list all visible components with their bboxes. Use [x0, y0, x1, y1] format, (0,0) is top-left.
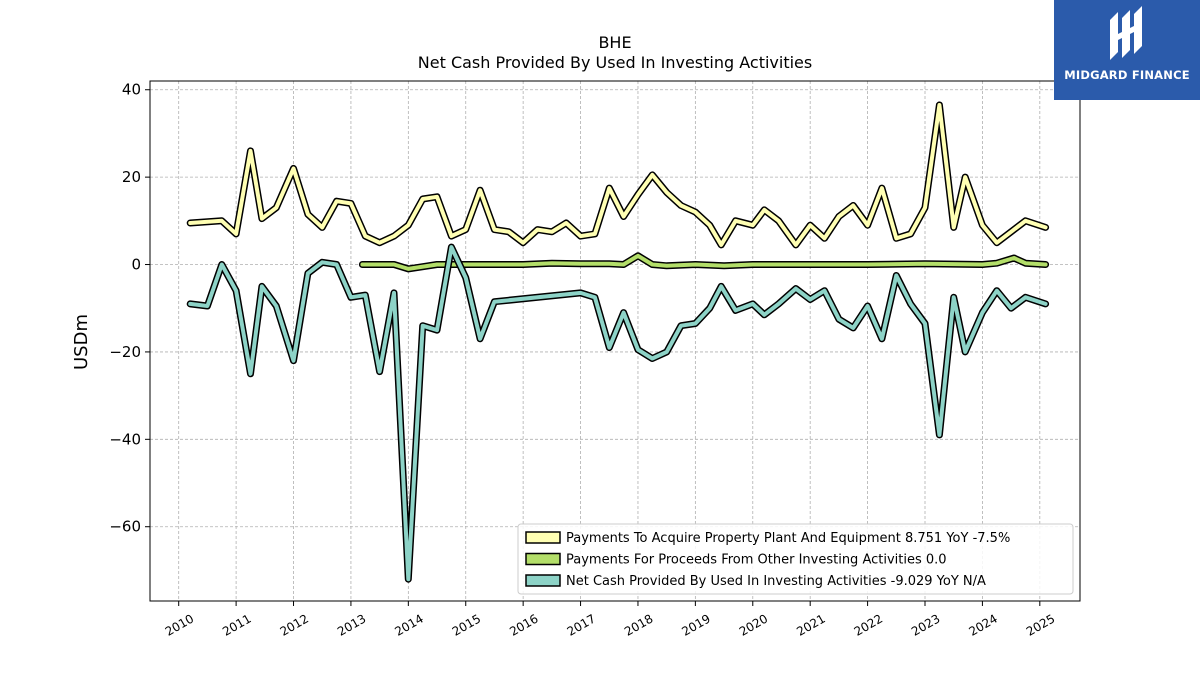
y-tick-label: −40 — [109, 430, 141, 448]
y-tick-label: −60 — [109, 518, 141, 536]
legend-box — [517, 523, 1074, 595]
series-2-line — [360, 253, 1048, 271]
x-tick-label: 2017 — [565, 611, 598, 638]
midgard-finance-logo: MIDGARD FINANCE — [1054, 0, 1200, 100]
y-tick-label: 40 — [122, 81, 141, 99]
x-tick-label: 2013 — [335, 611, 368, 638]
x-tick-label: 2010 — [163, 611, 196, 638]
x-tick-label: 2021 — [794, 611, 827, 638]
y-tick-label: 20 — [122, 168, 141, 186]
y-tick-label: 0 — [131, 256, 141, 274]
chart-title: BHE — [598, 33, 631, 52]
legend-entry: Payments To Acquire Property Plant And E… — [566, 531, 1010, 546]
legend-swatch — [525, 574, 561, 587]
series-3-line — [188, 245, 1048, 582]
chart-subtitle: Net Cash Provided By Used In Investing A… — [418, 53, 812, 72]
x-tick-label: 2012 — [278, 611, 311, 638]
x-tick-label: 2024 — [966, 611, 999, 638]
x-tick-label: 2011 — [220, 611, 253, 638]
x-tick-label: 2015 — [450, 611, 483, 638]
legend-entry: Net Cash Provided By Used In Investing A… — [566, 574, 986, 589]
legend-swatch — [525, 552, 561, 566]
series-layer — [186, 101, 1050, 583]
x-tick-label: 2023 — [909, 611, 942, 638]
x-tick-label: 2018 — [622, 611, 655, 638]
legend: Payments To Acquire Property Plant And E… — [517, 523, 1074, 595]
x-tick-label: 2025 — [1024, 611, 1057, 638]
y-axis-label: USDm — [71, 314, 92, 370]
legend-swatch — [525, 531, 561, 544]
logo-mark-icon — [1110, 6, 1142, 60]
x-tick-label: 2019 — [679, 611, 712, 638]
logo-text: MIDGARD FINANCE — [1064, 68, 1190, 82]
x-tick-label: 2022 — [852, 611, 885, 638]
legend-entry: Payments For Proceeds From Other Investi… — [566, 553, 947, 568]
x-tick-label: 2014 — [392, 611, 425, 638]
y-tick-label: −20 — [109, 343, 141, 361]
plot-area — [149, 80, 1081, 602]
series-1-line — [188, 103, 1048, 247]
x-tick-label: 2016 — [507, 611, 540, 638]
x-tick-label: 2020 — [737, 611, 770, 638]
